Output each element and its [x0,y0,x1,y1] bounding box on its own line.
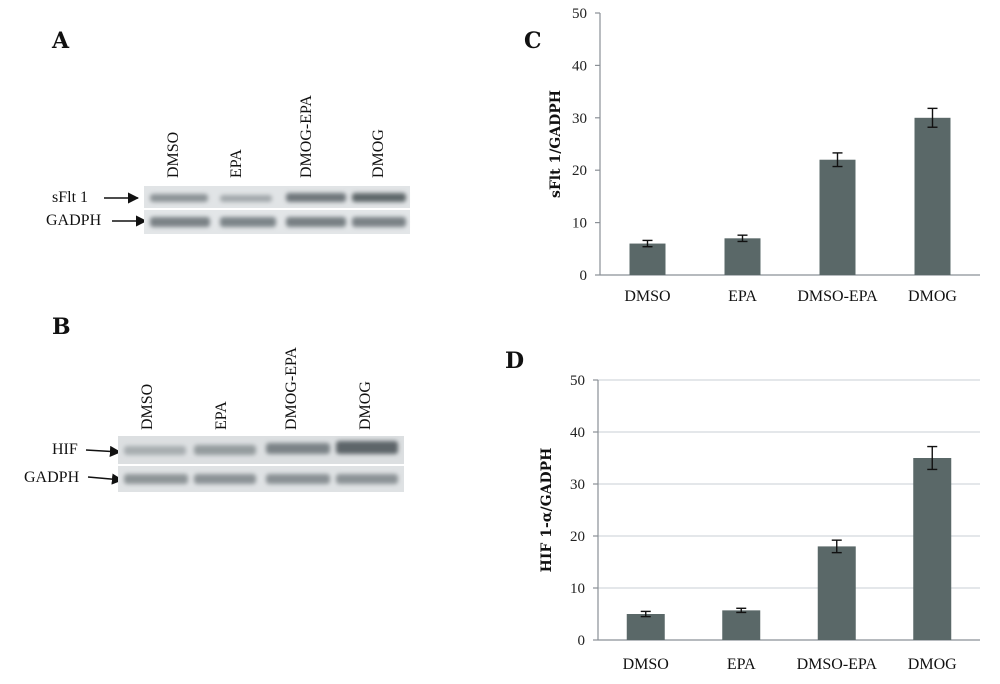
ytick-label-d-2: 20 [570,529,585,545]
band-a-sflt1-2 [220,195,272,202]
category-label-d-1: EPA [727,656,756,673]
lane-label-dmog-epa: DMOG-EPA [298,95,315,178]
band-b-hif-1 [124,446,186,455]
ytick-label-d-0: 0 [578,633,586,649]
band-b-gadph-3 [266,474,330,484]
lane-label-b-epa: EPA [213,401,230,430]
bar-c-1 [724,238,761,275]
band-b-gadph-2 [194,474,256,484]
chart-c: 0 10 20 30 40 50 DMSO EPA DMSO-EPA DMOG sFlt 1/GAD… [548,6,980,305]
ytick-label-c-4: 40 [572,58,587,74]
row-label-gadph-b: GADPH [24,469,80,486]
blot-bands-b [124,441,398,484]
category-label-c-2: DMSO-EPA [797,288,878,305]
blot-strip-sflt1 [144,186,410,208]
category-label-d-2: DMSO-EPA [797,656,878,673]
category-label-c-1: EPA [728,288,757,305]
band-b-hif-3 [266,443,330,454]
band-a-sflt1-1 [150,194,208,202]
panel-letter-c: C [524,28,542,54]
row-label-gadph-a: GADPH [46,212,102,229]
bar-c-3 [914,117,951,275]
bar-c-0 [629,243,666,275]
lane-label-b-dmog: DMOG [357,381,374,430]
y-axis-title-c: sFlt 1/GADPH [548,90,564,198]
ytick-label-c-0: 0 [580,268,588,284]
ytick-label-c-1: 10 [572,216,587,232]
ytick-label-c-2: 20 [572,163,587,179]
band-a-gadph-4 [352,217,406,227]
chart-d: 0 10 20 30 40 50 DMSO EPA DMSO-EPA DMOG HIF 1-α/GA… [539,373,980,673]
arrow-hif-icon [85,445,122,457]
ytick-label-d-5: 50 [570,373,585,389]
category-label-d-3: DMOG [908,656,957,673]
lane-label-dmog: DMOG [370,129,387,178]
lane-label-dmso: DMSO [165,132,182,178]
bar-d-1 [722,610,761,640]
band-b-hif-2 [194,445,256,455]
bar-d-0 [626,614,665,640]
row-label-sflt1: sFlt 1 [52,189,88,206]
band-b-hif-4 [336,441,398,454]
band-a-sflt1-3 [286,193,346,202]
lane-label-epa: EPA [228,149,245,178]
ytick-label-d-4: 40 [570,425,585,441]
panel-letter-b: B [52,314,71,340]
row-label-hif: HIF [52,441,78,458]
band-a-sflt1-4 [352,193,406,202]
panel-b-lane-labels: DMSO EPA DMOG-EPA DMOG [139,347,374,430]
blot-bands-a [150,193,406,227]
bar-d-3 [913,458,952,640]
panel-b: B DMSO EPA DMOG-EPA DMOG HIF GADPH [24,314,404,492]
band-b-gadph-4 [336,474,398,484]
lane-label-b-dmog-epa: DMOG-EPA [283,347,300,430]
category-label-c-3: DMOG [908,288,957,305]
panel-letter-d: D [505,348,524,374]
panel-a: A DMSO EPA DMOG-EPA DMOG sFlt 1 GADPH [46,28,410,234]
lane-label-b-dmso: DMSO [139,384,156,430]
ytick-label-c-3: 30 [572,111,587,127]
bar-d-2 [817,546,856,640]
arrow-gadph-b-icon [87,473,124,485]
y-axis-title-d: HIF 1-α/GADPH [539,448,555,573]
panel-a-lane-labels: DMSO EPA DMOG-EPA DMOG [165,95,387,178]
band-a-gadph-3 [286,217,346,227]
category-label-c-0: DMSO [624,288,670,305]
band-b-gadph-1 [124,474,188,484]
ytick-label-c-5: 50 [572,6,587,22]
band-a-gadph-1 [150,217,210,227]
panel-letter-a: A [51,28,70,54]
ytick-label-d-3: 30 [570,477,585,493]
category-label-d-0: DMSO [623,656,669,673]
bar-c-2 [819,159,856,275]
band-a-gadph-2 [220,217,276,227]
ytick-label-d-1: 10 [570,581,585,597]
